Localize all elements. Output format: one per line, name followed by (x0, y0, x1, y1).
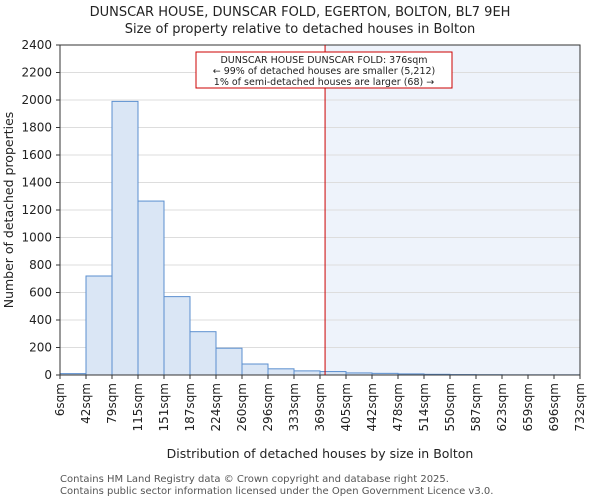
x-tick-label-16: 587sqm (469, 383, 483, 431)
bar-151sqm (163, 296, 191, 376)
y-tick-label-0: 0 (44, 368, 52, 382)
x-tick-label-15: 550sqm (443, 383, 457, 431)
bar-369sqm (319, 371, 347, 376)
bar-42sqm (85, 275, 113, 376)
x-tick-label-18: 659sqm (521, 383, 535, 431)
y-tick-label-5: 1000 (21, 231, 52, 245)
bar-260sqm (241, 363, 269, 376)
bar-296sqm (267, 368, 295, 376)
y-axis-label: Number of detached properties (1, 112, 16, 309)
x-tick-label-8: 296sqm (261, 383, 275, 431)
y-tick-label-8: 1600 (21, 148, 52, 162)
y-tick-label-9: 1800 (21, 121, 52, 135)
y-tick-label-11: 2200 (21, 66, 52, 80)
bar-115sqm (137, 200, 165, 376)
y-tick-label-10: 2000 (21, 93, 52, 107)
footer-line1: Contains HM Land Registry data © Crown c… (60, 474, 449, 485)
x-tick-label-17: 623sqm (495, 383, 509, 431)
annotation-box (195, 51, 453, 89)
y-tick-label-12: 2400 (21, 38, 52, 52)
x-tick-label-1: 42sqm (79, 383, 93, 424)
y-tick-label-6: 1200 (21, 203, 52, 217)
y-tick-label-2: 400 (29, 313, 52, 327)
y-tick-label-3: 600 (29, 286, 52, 300)
bar-333sqm (293, 370, 321, 376)
annotation-line3: 1% of semi-detached houses are larger (6… (214, 77, 434, 88)
y-tick-label-4: 800 (29, 258, 52, 272)
x-tick-label-3: 115sqm (131, 383, 145, 431)
x-tick-label-5: 187sqm (183, 383, 197, 431)
x-tick-label-12: 442sqm (365, 383, 379, 431)
x-tick-label-6: 224sqm (209, 383, 223, 431)
x-tick-label-11: 405sqm (339, 383, 353, 431)
x-tick-label-4: 151sqm (157, 383, 171, 431)
x-tick-label-13: 478sqm (391, 383, 405, 431)
y-tick-label-7: 1400 (21, 176, 52, 190)
plot-area: 0 200 400 600 800 1000 1200 1400 1600 1800 2000 220… (21, 38, 587, 431)
chart-title-line2: Size of property relative to detached ho… (125, 22, 476, 37)
x-tick-label-20: 732sqm (573, 383, 587, 431)
bar-224sqm (215, 347, 243, 376)
x-tick-label-0: 6sqm (53, 383, 67, 416)
x-tick-label-2: 79sqm (105, 383, 119, 424)
x-axis-label: Distribution of detached houses by size … (167, 446, 474, 461)
bar-79sqm (111, 100, 139, 376)
bar-187sqm (189, 331, 217, 376)
x-tick-label-9: 333sqm (287, 383, 301, 431)
annotation-line1: DUNSCAR HOUSE DUNSCAR FOLD: 376sqm (220, 55, 427, 66)
y-tick-label-1: 200 (29, 341, 52, 355)
chart-title-line1: DUNSCAR HOUSE, DUNSCAR FOLD, EGERTON, BO… (90, 5, 511, 20)
x-tick-label-14: 514sqm (417, 383, 431, 431)
x-tick-label-19: 696sqm (547, 383, 561, 431)
x-tick-label-7: 260sqm (235, 383, 249, 431)
x-tick-label-10: 369sqm (313, 383, 327, 431)
footer-line2: Contains public sector information licen… (60, 486, 494, 497)
annotation-line2: ← 99% of detached houses are smaller (5,… (213, 66, 436, 77)
